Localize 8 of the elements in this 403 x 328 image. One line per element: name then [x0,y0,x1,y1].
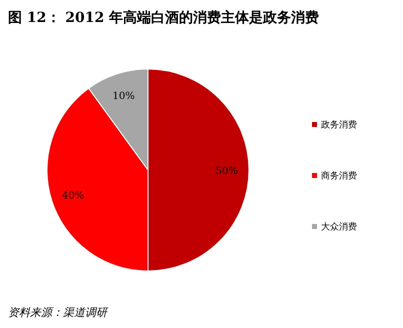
data-label: 50% [216,166,238,177]
chart-title: 图 12： 2012 年高端白酒的消费主体是政务消费 [8,9,320,26]
data-label: 10% [112,91,135,102]
legend-label: 政务消费 [321,120,357,130]
text: 资料来源：渠道调研 [8,306,109,319]
legend-label: 大众消费 [321,222,357,232]
legend-label: 商务消费 [321,170,357,182]
data-label: 40% [62,190,84,202]
